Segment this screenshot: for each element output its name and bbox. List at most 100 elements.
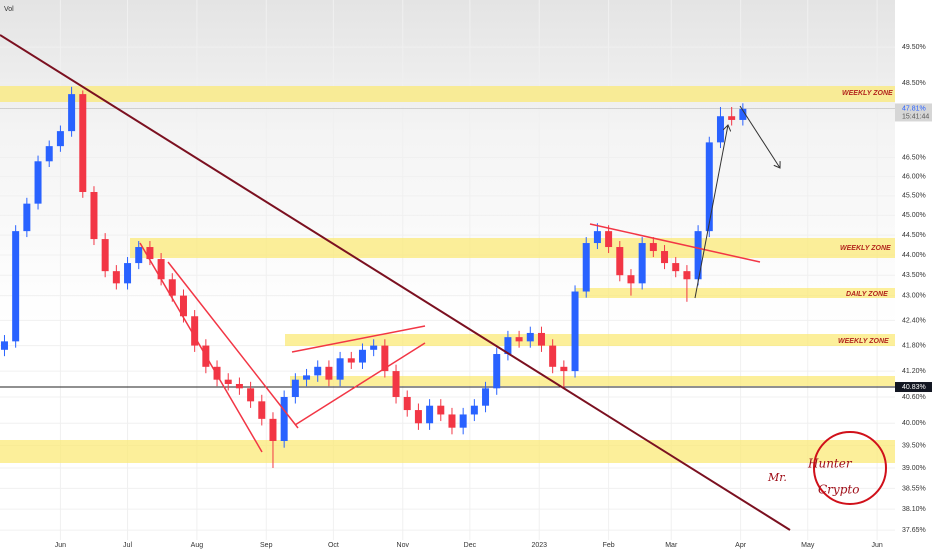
candle-body [112,271,120,284]
y-tick-label: 43.50% [902,272,926,279]
candle-body [526,332,534,342]
candle-body [381,345,389,372]
candle-body [101,239,109,272]
signature: Mr. [767,471,787,484]
zone-label: WEEKLY ZONE [840,245,891,252]
zone [290,376,895,386]
candle-body [303,375,311,380]
zone-label: WEEKLY ZONE [842,90,893,97]
axis-background [895,0,932,550]
last-price-label: 47.81% [902,105,926,112]
candle-body [224,379,232,384]
candle-body [403,396,411,411]
y-tick-label: 46.00% [902,173,926,180]
candle-body [683,271,691,280]
candle-body [392,371,400,397]
y-tick-label: 45.50% [902,193,926,200]
candle-body [661,251,669,264]
candle-body [336,358,344,380]
candle-body [426,405,434,424]
y-tick-label: 46.50% [902,154,926,161]
zone-label: WEEKLY ZONE [838,338,889,345]
candle-body [739,108,747,120]
candle-body [370,345,378,350]
candle-body [493,354,501,389]
y-tick-label: 39.50% [902,442,926,449]
candle-body [482,388,490,406]
x-tick-label: Mar [665,542,678,549]
last-price-tag [895,103,932,122]
x-tick-label: Jun [871,542,882,549]
candle-body [605,231,613,248]
y-tick-label: 38.10% [902,506,926,513]
signature: Hunter [807,457,853,471]
candle-body [358,349,366,363]
candle-body [437,405,445,415]
trend-line [0,34,791,531]
y-tick-label: 39.00% [902,465,926,472]
y-tick-label: 48.50% [902,80,926,87]
candle-body [124,263,132,284]
candle-body [672,263,680,272]
arrow [739,105,780,168]
resistance-line [589,223,761,263]
candle-body [571,291,579,372]
y-tick-label: 45.00% [902,212,926,219]
candle-body [90,191,98,240]
zone [0,86,895,102]
candle-body [56,131,64,147]
candle-body [45,146,53,162]
candle-body [638,243,646,284]
candle-body [649,243,657,252]
candle-body [325,366,333,380]
x-tick-label: Apr [735,542,747,549]
channel-line [167,261,299,429]
candle-body [269,418,277,442]
x-tick-label: Nov [397,542,410,549]
candle-body [560,366,568,372]
x-tick-label: 2023 [531,542,547,549]
zone [0,440,895,463]
y-tick-label: 37.65% [902,527,926,534]
candle-body [168,279,176,296]
x-tick-label: Oct [328,542,339,549]
candle-body [627,275,635,284]
candle-body [314,366,322,376]
y-tick-label: 42.40% [902,317,926,324]
y-tick-label: 40.00% [902,420,926,427]
candle-body [459,414,467,428]
triangle-line [291,325,426,353]
zone [130,238,895,258]
zone [285,334,895,346]
candle-body [347,358,355,363]
zone [575,288,895,298]
candle-body [470,405,478,415]
y-tick-label: 40.60% [902,394,926,401]
x-tick-label: May [801,542,815,549]
countdown: 15:41:44 [902,113,929,120]
volume-label: Vol [4,6,14,13]
candle-body [616,247,624,276]
y-tick-label: 49.50% [902,44,926,51]
x-tick-label: Jun [55,542,66,549]
triangle-line [294,342,426,426]
candle-body [34,161,42,204]
y-tick-label: 43.00% [902,292,926,299]
y-tick-label: 41.20% [902,368,926,375]
candle-body [68,94,76,132]
candle-body [258,401,266,419]
candle-body [716,116,724,143]
candle-body [0,341,8,350]
candle-body [504,337,512,355]
candle-body [448,414,456,428]
candle-body [582,243,590,292]
candle-body [593,231,601,244]
candle-body [157,259,165,280]
x-tick-label: Sep [260,542,273,549]
x-tick-label: Aug [191,542,204,549]
x-tick-label: Feb [603,542,615,549]
y-tick-label: 41.80% [902,342,926,349]
x-tick-label: Dec [464,542,477,549]
